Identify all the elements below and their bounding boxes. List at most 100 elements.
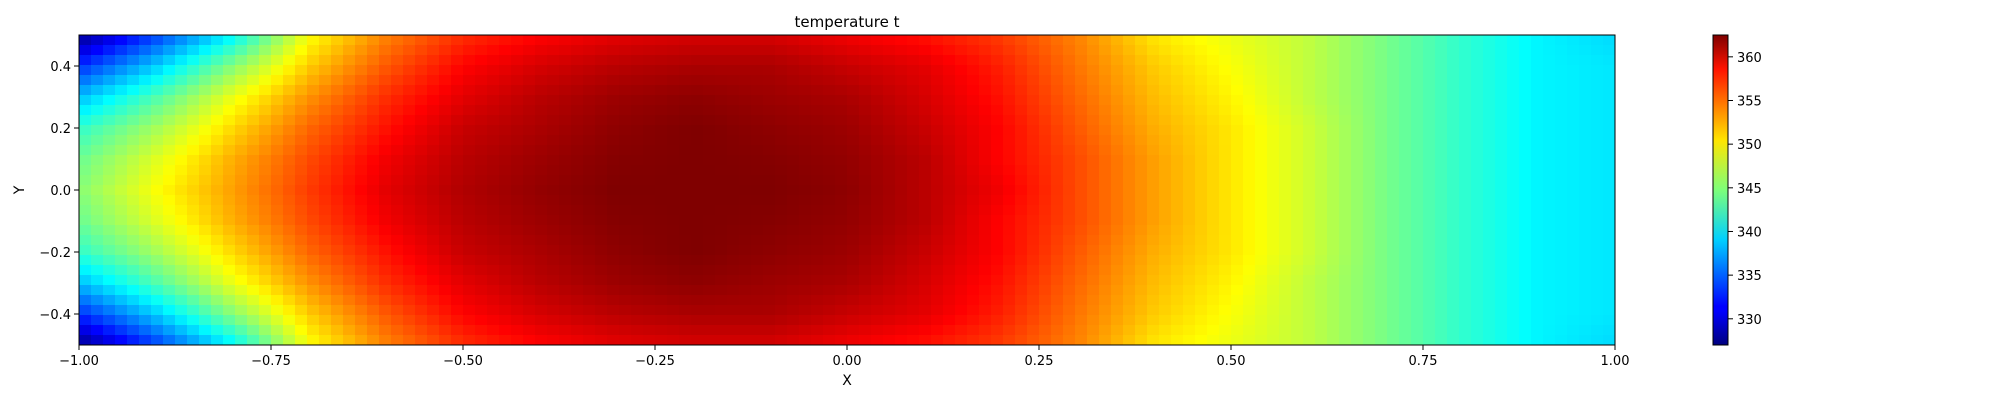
heatmap-cell xyxy=(979,85,992,96)
heatmap-cell xyxy=(1039,145,1052,156)
heatmap-cell xyxy=(115,85,128,96)
heatmap-cell xyxy=(1339,295,1352,306)
heatmap-cell xyxy=(823,55,836,66)
heatmap-cell xyxy=(355,175,368,186)
heatmap-cell xyxy=(223,255,236,266)
heatmap-cell xyxy=(223,85,236,96)
heatmap-cell xyxy=(1135,125,1148,136)
heatmap-cell xyxy=(1543,195,1556,206)
heatmap-cell xyxy=(199,225,212,236)
heatmap-cell xyxy=(1075,325,1088,336)
heatmap-cell xyxy=(127,205,140,216)
heatmap-cell xyxy=(523,175,536,186)
heatmap-cell xyxy=(1567,165,1580,176)
heatmap-cell xyxy=(271,245,284,256)
heatmap-cell xyxy=(1543,135,1556,146)
heatmap-cell xyxy=(379,295,392,306)
heatmap-cell xyxy=(1399,95,1412,106)
heatmap-cell xyxy=(1147,55,1160,66)
heatmap-cell xyxy=(739,235,752,246)
heatmap-cell xyxy=(1483,105,1496,116)
heatmap-cell xyxy=(295,325,308,336)
heatmap-cell xyxy=(427,45,440,56)
heatmap-cell xyxy=(1087,195,1100,206)
heatmap-cell xyxy=(595,125,608,136)
heatmap-cell xyxy=(1183,105,1196,116)
heatmap-cell xyxy=(127,125,140,136)
heatmap-cell xyxy=(859,125,872,136)
heatmap-cell xyxy=(1399,175,1412,186)
heatmap-cell xyxy=(799,305,812,316)
heatmap-cell xyxy=(1279,115,1292,126)
heatmap-cell xyxy=(451,265,464,276)
heatmap-cell xyxy=(331,245,344,256)
heatmap-cell xyxy=(1495,55,1508,66)
heatmap-cell xyxy=(1411,65,1424,76)
heatmap-cell xyxy=(787,295,800,306)
heatmap-cell xyxy=(343,145,356,156)
heatmap-cell xyxy=(115,55,128,66)
heatmap-cell xyxy=(403,205,416,216)
heatmap-cell xyxy=(535,185,548,196)
heatmap-cell xyxy=(139,165,152,176)
heatmap-cell xyxy=(967,325,980,336)
heatmap-cell xyxy=(343,315,356,326)
heatmap-cell xyxy=(823,325,836,336)
heatmap-cell xyxy=(127,55,140,66)
heatmap-cell xyxy=(943,245,956,256)
heatmap-cell xyxy=(1099,165,1112,176)
heatmap-cell xyxy=(247,35,260,46)
heatmap-cell xyxy=(931,335,944,345)
heatmap-cell xyxy=(631,35,644,46)
heatmap-cell xyxy=(271,165,284,176)
heatmap-cell xyxy=(703,105,716,116)
heatmap-cell xyxy=(403,225,416,236)
heatmap-cell xyxy=(1183,215,1196,226)
heatmap-cell xyxy=(715,335,728,345)
heatmap-cell xyxy=(1135,255,1148,266)
heatmap-cell xyxy=(667,85,680,96)
heatmap-cell xyxy=(223,55,236,66)
heatmap-cell xyxy=(151,275,164,286)
heatmap-cell xyxy=(1075,55,1088,66)
heatmap-cell xyxy=(1507,235,1520,246)
heatmap-cell xyxy=(271,285,284,296)
heatmap-cell xyxy=(787,205,800,216)
heatmap-cell xyxy=(475,305,488,316)
heatmap-cell xyxy=(955,255,968,266)
heatmap-cell xyxy=(1039,215,1052,226)
heatmap-cell xyxy=(355,255,368,266)
heatmap-cell xyxy=(487,35,500,46)
heatmap-cell xyxy=(1363,215,1376,226)
heatmap-cell xyxy=(727,205,740,216)
heatmap-cell xyxy=(403,105,416,116)
heatmap-cell xyxy=(643,185,656,196)
heatmap-cell xyxy=(1471,95,1484,106)
heatmap-cell xyxy=(259,155,272,166)
heatmap-cell xyxy=(1027,175,1040,186)
heatmap-cell xyxy=(1435,135,1448,146)
heatmap-cell xyxy=(991,295,1004,306)
heatmap-cell xyxy=(211,95,224,106)
heatmap-cell xyxy=(679,125,692,136)
heatmap-cell xyxy=(1135,185,1148,196)
heatmap-cell xyxy=(463,265,476,276)
heatmap-cell xyxy=(295,75,308,86)
heatmap-cell xyxy=(943,305,956,316)
heatmap-cell xyxy=(1099,175,1112,186)
heatmap-cell xyxy=(1315,155,1328,166)
heatmap-cell xyxy=(439,175,452,186)
heatmap-cell xyxy=(247,305,260,316)
heatmap-cell xyxy=(211,325,224,336)
heatmap-cell xyxy=(1375,225,1388,236)
heatmap-cell xyxy=(1519,205,1532,216)
heatmap-cell xyxy=(727,325,740,336)
heatmap-cell xyxy=(235,165,248,176)
heatmap-cell xyxy=(1099,255,1112,266)
heatmap-cell xyxy=(511,75,524,86)
heatmap-cell xyxy=(523,45,536,56)
heatmap-cell xyxy=(1243,325,1256,336)
heatmap-cell xyxy=(403,155,416,166)
heatmap-cell xyxy=(643,305,656,316)
heatmap-cell xyxy=(823,135,836,146)
